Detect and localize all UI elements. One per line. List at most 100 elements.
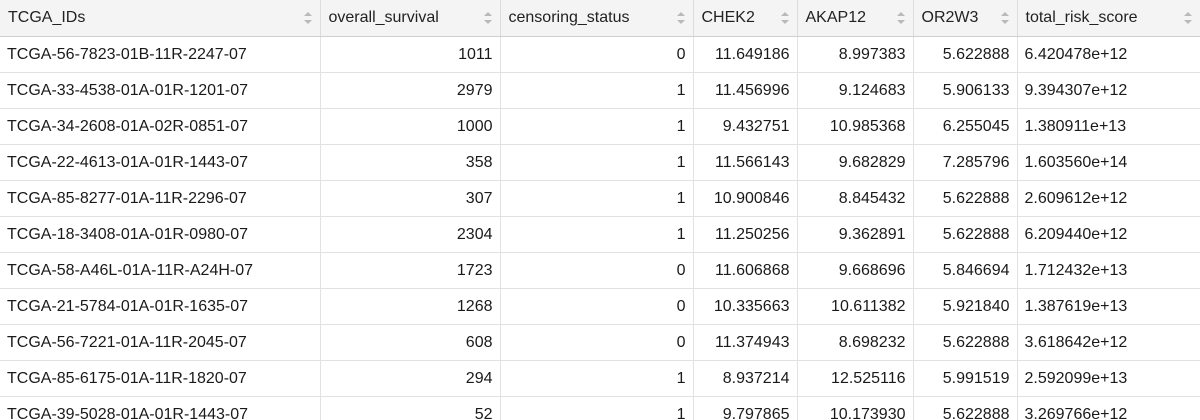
table-body: TCGA-56-7823-01B-11R-2247-07 1011 0 11.6491… — [0, 36, 1200, 420]
cell-chek2: 11.374943 — [693, 324, 798, 361]
column-header-label: overall_survival — [328, 8, 439, 26]
sort-arrows-icon[interactable] — [676, 12, 685, 24]
cell-overall-survival: 1011 — [320, 36, 501, 73]
cell-tcga-id: TCGA-85-6175-01A-11R-1820-07 — [0, 360, 321, 397]
cell-akap12: 8.997383 — [797, 36, 914, 73]
cell-censoring-status: 1 — [500, 216, 694, 253]
cell-akap12: 9.362891 — [797, 216, 914, 253]
cell-tcga-id: TCGA-33-4538-01A-01R-1201-07 — [0, 72, 321, 109]
cell-total-risk-score: 9.394307e+12 — [1017, 72, 1200, 109]
sort-arrows-icon[interactable] — [780, 12, 789, 24]
cell-total-risk-score: 1.387619e+13 — [1017, 288, 1200, 325]
cell-tcga-id: TCGA-39-5028-01A-01R-1443-07 — [0, 396, 321, 420]
column-header-label: AKAP12 — [805, 8, 866, 26]
table-row[interactable]: TCGA-33-4538-01A-01R-1201-07 2979 1 11.4569… — [0, 72, 1200, 109]
cell-akap12: 8.845432 — [797, 180, 914, 217]
cell-total-risk-score: 1.380911e+13 — [1017, 108, 1200, 145]
sort-arrows-icon[interactable] — [483, 12, 492, 24]
cell-overall-survival: 52 — [320, 396, 501, 420]
cell-or2w3: 5.921840 — [913, 288, 1018, 325]
table-row[interactable]: TCGA-85-8277-01A-11R-2296-07 307 1 10.90084… — [0, 180, 1200, 217]
cell-total-risk-score: 1.603560e+14 — [1017, 144, 1200, 181]
cell-censoring-status: 1 — [500, 108, 694, 145]
column-header-overall-survival[interactable]: overall_survival — [320, 0, 501, 37]
column-header-label: TCGA_IDs — [8, 8, 86, 26]
cell-overall-survival: 1000 — [320, 108, 501, 145]
column-header-chek2[interactable]: CHEK2 — [693, 0, 798, 37]
cell-total-risk-score: 1.712432e+13 — [1017, 252, 1200, 289]
cell-akap12: 12.525116 — [797, 360, 914, 397]
cell-overall-survival: 1723 — [320, 252, 501, 289]
sort-arrows-icon[interactable] — [1000, 12, 1009, 24]
cell-or2w3: 7.285796 — [913, 144, 1018, 181]
column-header-label: total_risk_score — [1025, 8, 1138, 26]
cell-overall-survival: 608 — [320, 324, 501, 361]
cell-overall-survival: 358 — [320, 144, 501, 181]
column-header-censoring-status[interactable]: censoring_status — [500, 0, 694, 37]
sort-arrows-icon[interactable] — [303, 12, 312, 24]
sort-arrows-icon[interactable] — [896, 12, 905, 24]
cell-or2w3: 5.846694 — [913, 252, 1018, 289]
cell-akap12: 9.682829 — [797, 144, 914, 181]
cell-total-risk-score: 6.209440e+12 — [1017, 216, 1200, 253]
cell-or2w3: 5.991519 — [913, 360, 1018, 397]
cell-chek2: 9.797865 — [693, 396, 798, 420]
cell-or2w3: 5.622888 — [913, 180, 1018, 217]
cell-or2w3: 5.906133 — [913, 72, 1018, 109]
cell-total-risk-score: 2.609612e+12 — [1017, 180, 1200, 217]
cell-akap12: 8.698232 — [797, 324, 914, 361]
table-row[interactable]: TCGA-56-7221-01A-11R-2045-07 608 0 11.37494… — [0, 324, 1200, 361]
cell-total-risk-score: 6.420478e+12 — [1017, 36, 1200, 73]
cell-tcga-id: TCGA-18-3408-01A-01R-0980-07 — [0, 216, 321, 253]
cell-censoring-status: 1 — [500, 360, 694, 397]
cell-total-risk-score: 3.269766e+12 — [1017, 396, 1200, 420]
table-row[interactable]: TCGA-34-2608-01A-02R-0851-07 1000 1 9.43275… — [0, 108, 1200, 145]
table-row[interactable]: TCGA-56-7823-01B-11R-2247-07 1011 0 11.6491… — [0, 36, 1200, 73]
cell-chek2: 11.250256 — [693, 216, 798, 253]
table-row[interactable]: TCGA-85-6175-01A-11R-1820-07 294 1 8.937214… — [0, 360, 1200, 397]
cell-akap12: 9.124683 — [797, 72, 914, 109]
cell-chek2: 11.456996 — [693, 72, 798, 109]
cell-censoring-status: 0 — [500, 36, 694, 73]
column-header-akap12[interactable]: AKAP12 — [797, 0, 914, 37]
cell-or2w3: 5.622888 — [913, 396, 1018, 420]
cell-akap12: 10.985368 — [797, 108, 914, 145]
cell-censoring-status: 1 — [500, 180, 694, 217]
cell-tcga-id: TCGA-22-4613-01A-01R-1443-07 — [0, 144, 321, 181]
column-header-total-risk-score[interactable]: total_risk_score — [1017, 0, 1200, 37]
cell-overall-survival: 2304 — [320, 216, 501, 253]
cell-chek2: 8.937214 — [693, 360, 798, 397]
cell-overall-survival: 1268 — [320, 288, 501, 325]
cell-tcga-id: TCGA-56-7823-01B-11R-2247-07 — [0, 36, 321, 73]
cell-akap12: 10.611382 — [797, 288, 914, 325]
cell-censoring-status: 1 — [500, 72, 694, 109]
table-row[interactable]: TCGA-21-5784-01A-01R-1635-07 1268 0 10.3356… — [0, 288, 1200, 325]
cell-total-risk-score: 3.618642e+12 — [1017, 324, 1200, 361]
table-row[interactable]: TCGA-22-4613-01A-01R-1443-07 358 1 11.56614… — [0, 144, 1200, 181]
cell-or2w3: 5.622888 — [913, 324, 1018, 361]
column-header-label: censoring_status — [508, 8, 630, 26]
cell-tcga-id: TCGA-34-2608-01A-02R-0851-07 — [0, 108, 321, 145]
cell-total-risk-score: 2.592099e+13 — [1017, 360, 1200, 397]
table-row[interactable]: TCGA-58-A46L-01A-11R-A24H-07 1723 0 11.6068… — [0, 252, 1200, 289]
column-header-label: OR2W3 — [921, 8, 979, 26]
cell-chek2: 11.606868 — [693, 252, 798, 289]
table-row[interactable]: TCGA-18-3408-01A-01R-0980-07 2304 1 11.2502… — [0, 216, 1200, 253]
sort-arrows-icon[interactable] — [1183, 12, 1192, 24]
column-header-tcga-ids[interactable]: TCGA_IDs — [0, 0, 321, 37]
cell-tcga-id: TCGA-58-A46L-01A-11R-A24H-07 — [0, 252, 321, 289]
cell-tcga-id: TCGA-21-5784-01A-01R-1635-07 — [0, 288, 321, 325]
cell-chek2: 9.432751 — [693, 108, 798, 145]
cell-tcga-id: TCGA-85-8277-01A-11R-2296-07 — [0, 180, 321, 217]
cell-chek2: 11.649186 — [693, 36, 798, 73]
table-row[interactable]: TCGA-39-5028-01A-01R-1443-07 52 1 9.797865 1… — [0, 396, 1200, 420]
cell-or2w3: 6.255045 — [913, 108, 1018, 145]
cell-or2w3: 5.622888 — [913, 36, 1018, 73]
cell-chek2: 11.566143 — [693, 144, 798, 181]
cell-censoring-status: 1 — [500, 396, 694, 420]
cell-chek2: 10.335663 — [693, 288, 798, 325]
header-row: TCGA_IDs overall_survival censoring_stat… — [0, 0, 1200, 37]
column-header-or2w3[interactable]: OR2W3 — [913, 0, 1018, 37]
